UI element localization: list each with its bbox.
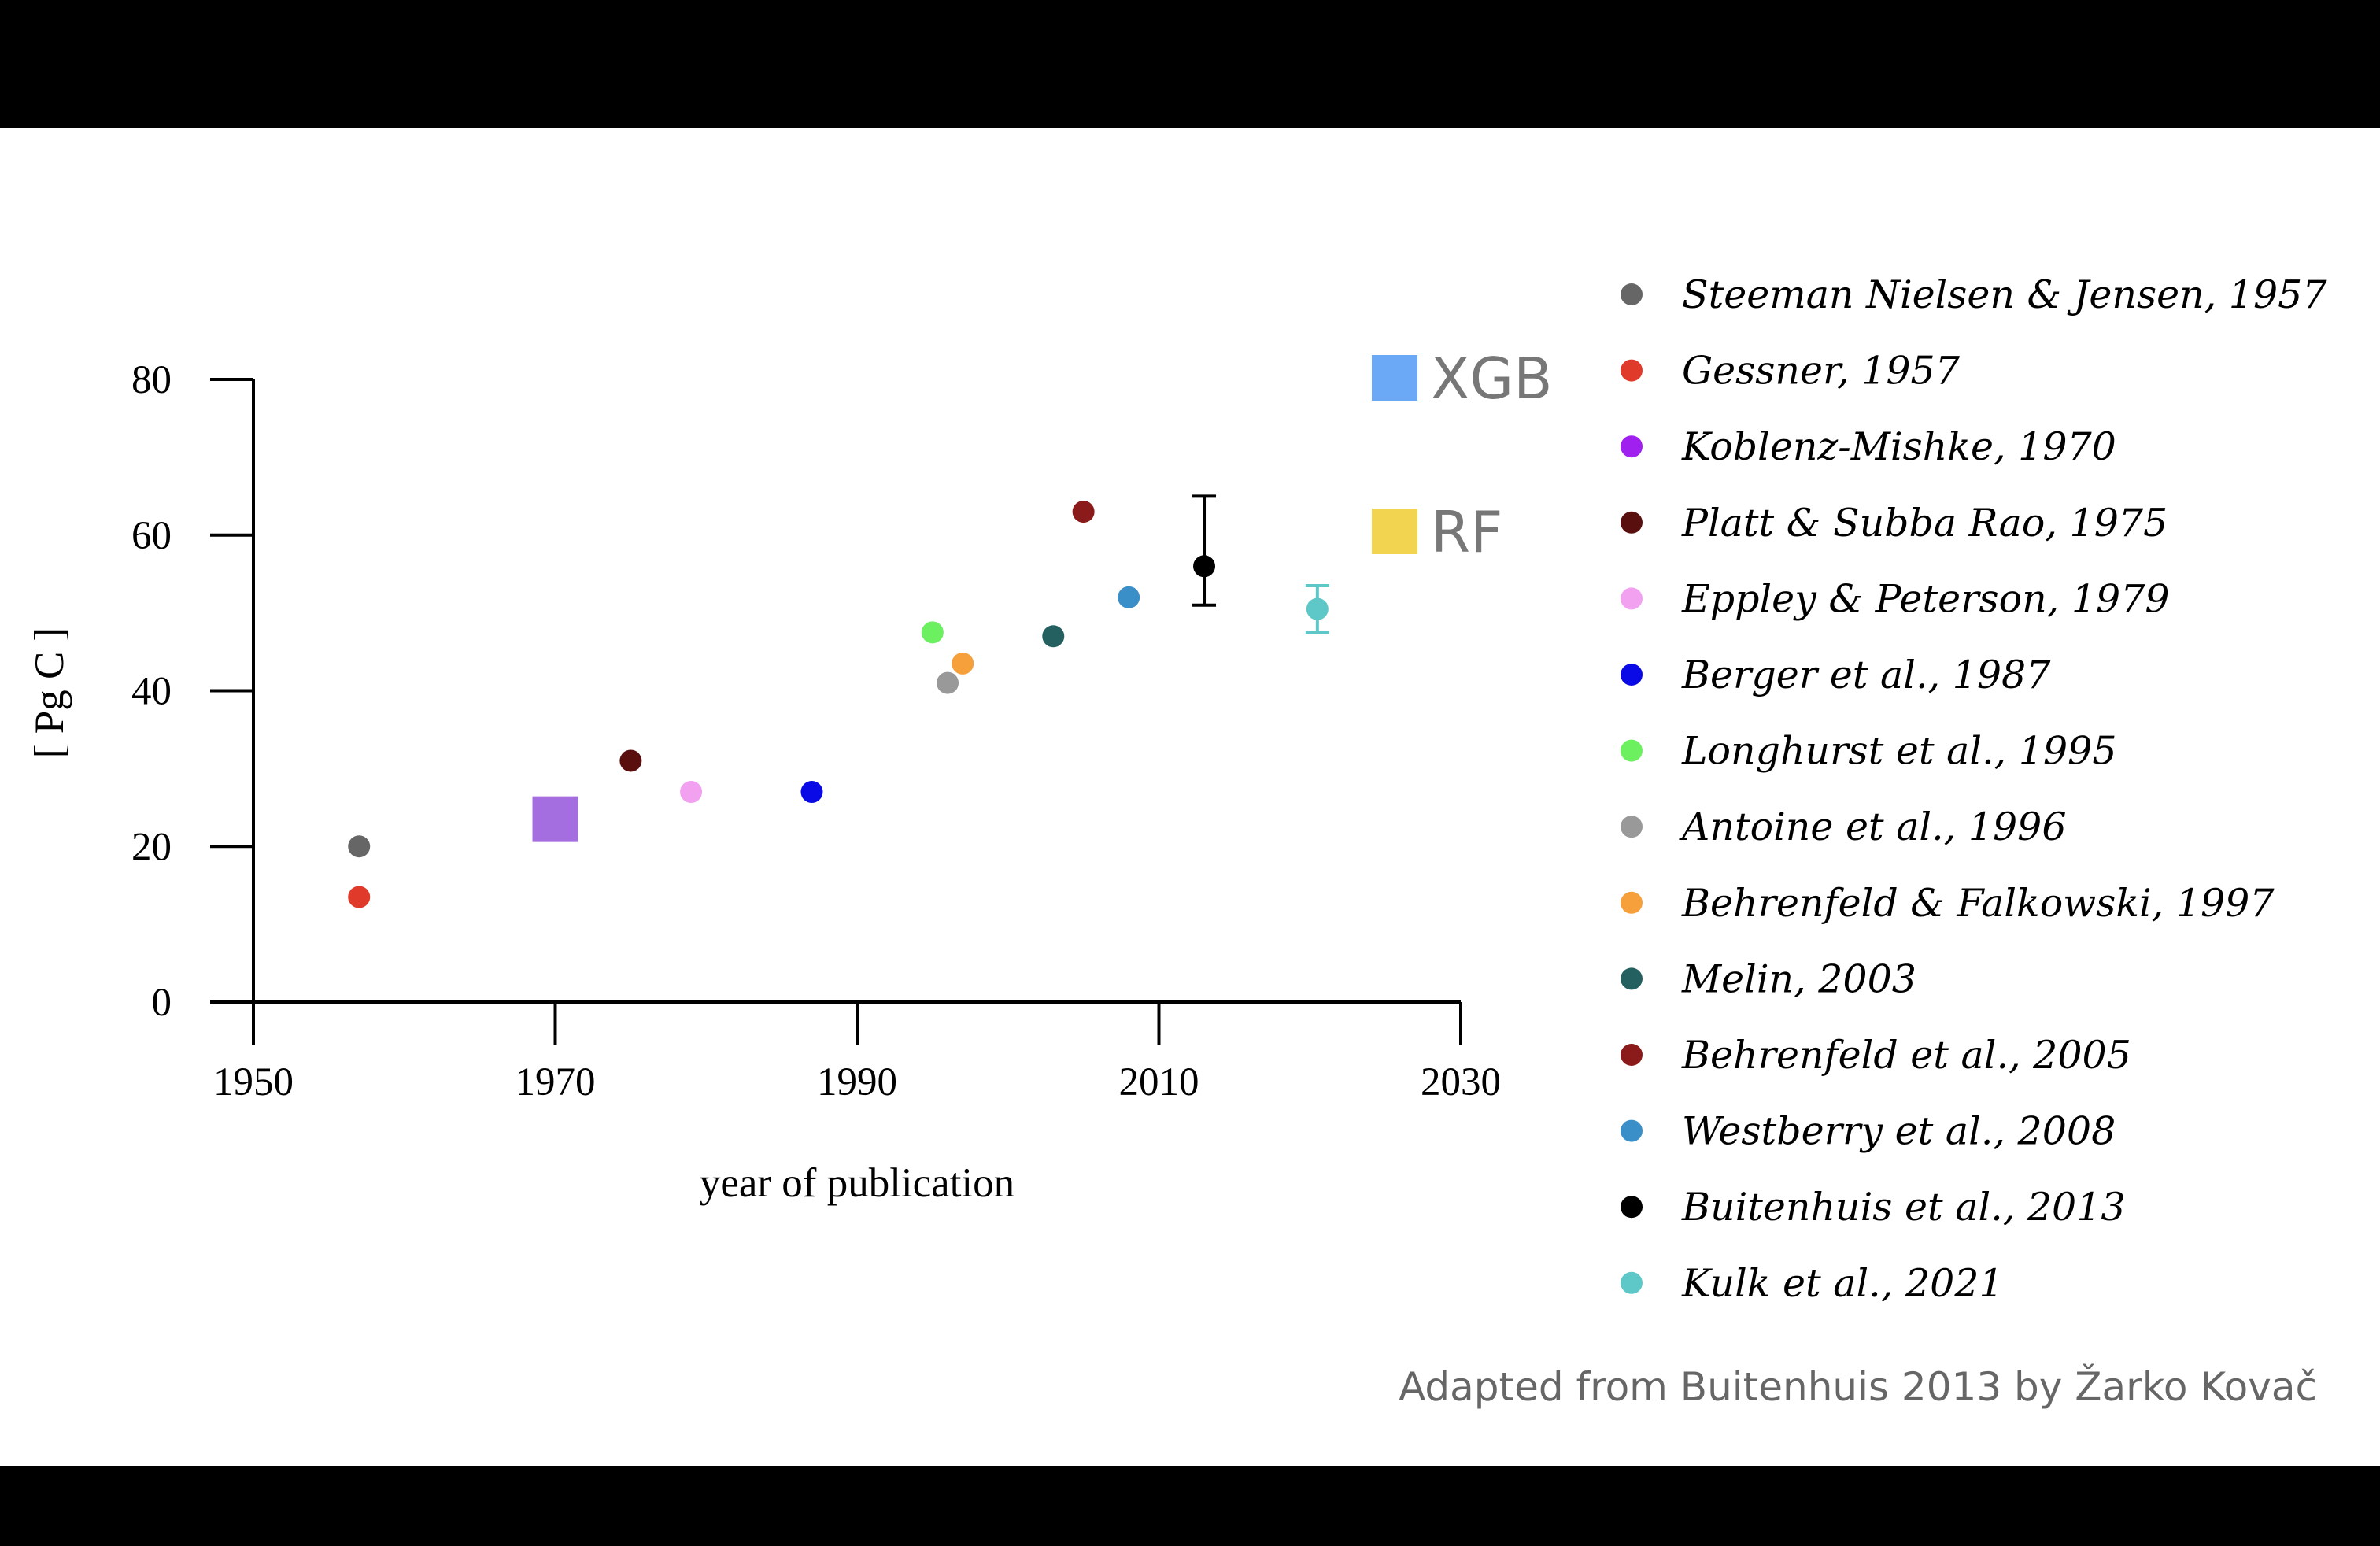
legend-label: Berger et al., 1987 (1681, 653, 2051, 697)
data-point (1042, 625, 1065, 648)
slide-background (0, 128, 2380, 1466)
y-tick-label: 20 (131, 825, 172, 869)
data-point (1306, 597, 1329, 620)
x-tick-label: 2030 (1421, 1060, 1501, 1104)
legend-marker (1621, 1196, 1643, 1219)
legend-label: Antoine et al., 1996 (1679, 804, 2067, 849)
x-tick-label: 1950 (213, 1060, 294, 1104)
legend-marker (1621, 739, 1643, 762)
legend-marker (1621, 816, 1643, 838)
credit-text: Adapted from Buitenhuis 2013 by Žarko Ko… (1399, 1363, 2317, 1410)
legend-marker (1621, 511, 1643, 534)
model-square (1372, 355, 1417, 401)
model-markers: XGB RF (1372, 346, 1553, 565)
x-tick-label: 2010 (1119, 1060, 1199, 1104)
axes: 0 20 40 60 80 1950 1970 1990 2010 2030 (131, 358, 1501, 1104)
legend-marker (1621, 891, 1643, 914)
legend-marker (1621, 283, 1643, 305)
x-axis-label: year of publication (700, 1160, 1014, 1206)
legend: Steeman Nielsen & Jensen, 1957 Gessner, 1… (1621, 272, 2327, 1306)
legend-marker (1621, 1119, 1643, 1142)
legend-label: Melin, 2003 (1681, 956, 1916, 1001)
data-point (619, 749, 642, 772)
legend-marker (1621, 1044, 1643, 1066)
legend-label: Behrenfeld & Falkowski, 1997 (1681, 881, 2275, 926)
data-point (800, 781, 823, 804)
data-point (1072, 501, 1095, 523)
square-point (532, 796, 578, 842)
data-point (348, 886, 371, 908)
data-point (1193, 555, 1216, 578)
model-label: XGB (1431, 346, 1553, 412)
y-tick-label: 60 (131, 514, 172, 558)
data-marks (348, 494, 1329, 908)
data-point (348, 835, 371, 858)
legend-label: Platt & Subba Rao, 1975 (1681, 501, 2168, 546)
legend-marker (1621, 359, 1643, 382)
legend-marker (1621, 435, 1643, 458)
x-tick-label: 1990 (817, 1060, 897, 1104)
bottom-black-bar (0, 1466, 2380, 1546)
y-tick-label: 0 (152, 981, 172, 1025)
data-point (680, 781, 703, 804)
model-square (1372, 509, 1417, 554)
legend-marker (1621, 1271, 1643, 1294)
legend-label: Koblenz-Mishke, 1970 (1681, 424, 2116, 469)
top-black-bar (0, 0, 2380, 128)
legend-label: Longhurst et al., 1995 (1681, 729, 2117, 774)
x-tick-label: 1970 (516, 1060, 596, 1104)
legend-marker (1621, 587, 1643, 610)
model-label: RF (1431, 499, 1502, 565)
data-point (937, 671, 959, 694)
data-point (952, 652, 974, 675)
data-point (1118, 586, 1140, 608)
legend-label: Behrenfeld et al., 2005 (1681, 1033, 2131, 1078)
legend-label: Westberry et al., 2008 (1682, 1109, 2116, 1154)
legend-label: Kulk et al., 2021 (1681, 1261, 2004, 1306)
legend-label: Gessner, 1957 (1682, 349, 1961, 394)
legend-label: Eppley & Peterson, 1979 (1681, 576, 2170, 621)
y-tick-label: 40 (131, 670, 172, 714)
data-point (921, 621, 944, 644)
legend-label: Buitenhuis et al., 2013 (1681, 1185, 2126, 1230)
legend-marker (1621, 967, 1643, 990)
y-tick-label: 80 (131, 358, 172, 402)
y-axis-label: [ Pg C ] (27, 627, 72, 758)
legend-marker (1621, 664, 1643, 686)
legend-label: Steeman Nielsen & Jensen, 1957 (1682, 272, 2327, 317)
